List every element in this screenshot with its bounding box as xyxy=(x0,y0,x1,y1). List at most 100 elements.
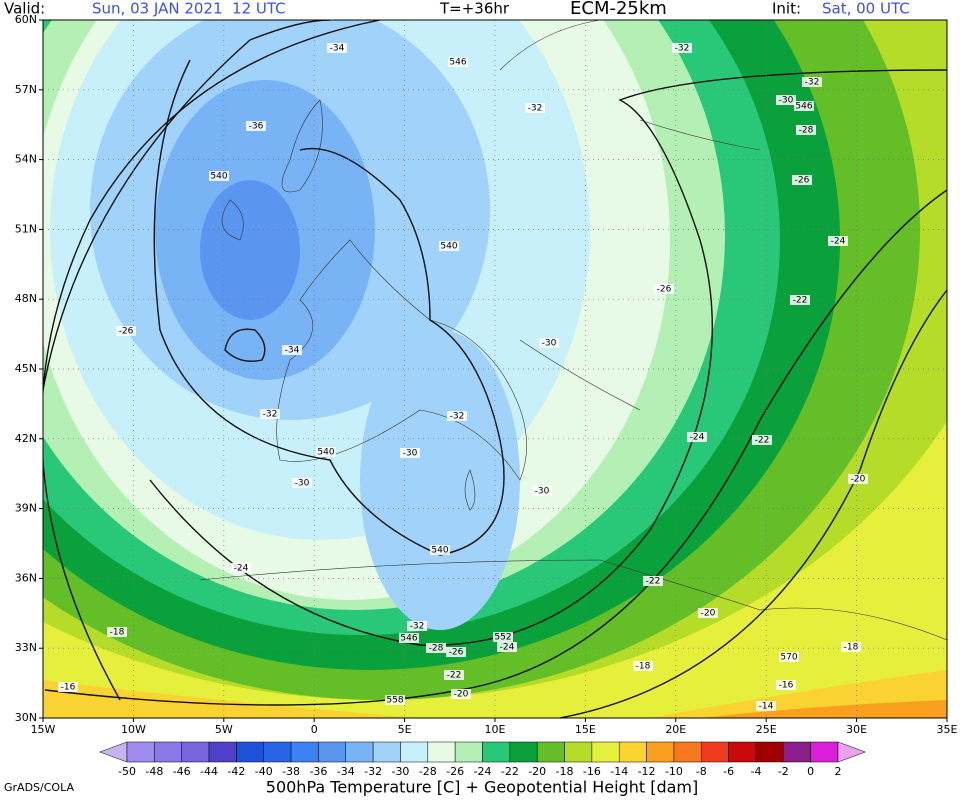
lat-label: 42N xyxy=(15,432,37,445)
contour-label-box xyxy=(430,545,450,555)
colorbar-label: -16 xyxy=(583,765,601,778)
contour-label: -26 xyxy=(449,648,464,658)
contour-label: -26 xyxy=(657,285,672,295)
colorbar-label: -46 xyxy=(173,765,191,778)
contour-label-box xyxy=(58,682,78,692)
colorbar-box xyxy=(536,741,565,763)
colorbar-box xyxy=(208,741,237,763)
contour-label-box xyxy=(497,642,517,652)
contour-label: -34 xyxy=(285,346,300,356)
colorbar-label: -50 xyxy=(118,765,136,778)
lon-label: 0 xyxy=(311,723,318,736)
colorbar-box xyxy=(810,741,839,763)
init-time: Sat, 00 UTC xyxy=(822,0,910,18)
lat-label: 48N xyxy=(15,292,37,305)
colorbar-box xyxy=(154,741,182,763)
contour-label-box xyxy=(790,295,810,305)
colorbar-label: -26 xyxy=(446,765,464,778)
contour-label: 570 xyxy=(780,653,797,663)
contour-label-box xyxy=(672,43,692,53)
colorbar-box xyxy=(728,741,757,763)
contour-label-box xyxy=(399,633,419,643)
colorbar-box xyxy=(755,741,784,763)
contour-label: -20 xyxy=(851,475,866,485)
colorbar-label: -28 xyxy=(419,765,437,778)
colorbar-box xyxy=(454,741,483,763)
contour-label-box xyxy=(407,621,427,631)
lat-label: 54N xyxy=(15,153,37,166)
colorbar-arrow xyxy=(837,741,867,763)
model-name: ECM-25km xyxy=(570,0,667,19)
colorbar-label: -32 xyxy=(364,765,382,778)
contour-label-box xyxy=(447,411,467,421)
contour-label-box xyxy=(400,448,420,458)
contour-label: -30 xyxy=(295,479,310,489)
contour-label-box xyxy=(752,435,772,445)
lon-label: 20E xyxy=(665,723,686,736)
contour-label: -20 xyxy=(454,690,469,700)
colorbar-label: -10 xyxy=(665,765,683,778)
lat-label: 30N xyxy=(15,711,37,724)
lat-label: 33N xyxy=(15,641,37,654)
lon-label: 25E xyxy=(756,723,777,736)
contour-label-box xyxy=(532,486,552,496)
lon-label: 30E xyxy=(846,723,867,736)
contour-label-box xyxy=(698,608,718,618)
contour-label: -30 xyxy=(535,487,550,497)
contour-label-box xyxy=(439,241,459,251)
contour-label-box xyxy=(525,103,545,113)
contour-label: -18 xyxy=(844,643,859,653)
contour-label: -32 xyxy=(410,622,425,632)
colorbar-box xyxy=(673,741,702,763)
contour-label-box xyxy=(426,643,446,653)
contour-label: -32 xyxy=(528,104,543,114)
temperature-field xyxy=(43,20,947,718)
contour-label: -32 xyxy=(450,412,465,422)
contour-label: -16 xyxy=(61,683,76,693)
colorbar-label: -48 xyxy=(145,765,163,778)
colorbar-box xyxy=(290,741,319,763)
lat-label: 45N xyxy=(15,362,37,375)
lon-label: 10E xyxy=(485,723,506,736)
contour-label: 552 xyxy=(494,633,511,643)
colorbar-label: -40 xyxy=(255,765,273,778)
contour-label-box xyxy=(209,171,229,181)
contour-label-box xyxy=(687,432,707,442)
contour-label: 540 xyxy=(210,172,227,182)
contour-label-box xyxy=(756,701,776,711)
contour-label: -22 xyxy=(755,436,770,446)
contour-label: -30 xyxy=(403,449,418,459)
lon-label: 5E xyxy=(398,723,412,736)
colorbar-label: -30 xyxy=(391,765,409,778)
colorbar-label: -8 xyxy=(696,765,707,778)
contour-label: -30 xyxy=(779,96,794,106)
contour-label: 540 xyxy=(317,448,334,458)
contour-label-box xyxy=(779,652,799,662)
colorbar-box xyxy=(427,741,456,763)
contour-label: -26 xyxy=(119,327,134,337)
colorbar-box xyxy=(318,741,347,763)
colorbar-box xyxy=(236,741,264,763)
contour-label: -32 xyxy=(263,410,278,420)
contour-label-box xyxy=(539,338,559,348)
colorbar-label: -42 xyxy=(227,765,245,778)
contour-label: 540 xyxy=(431,546,448,556)
contour-label: -24 xyxy=(831,237,846,247)
init-label: Init: xyxy=(772,0,801,18)
colorbar-label: -6 xyxy=(723,765,734,778)
contour-label: -30 xyxy=(542,339,557,349)
colorbar-box xyxy=(400,741,429,763)
contour-label-box xyxy=(841,642,861,652)
contour-label: -28 xyxy=(799,126,814,136)
contour-label: 546 xyxy=(400,634,417,644)
contour-label: 546 xyxy=(795,102,812,112)
contour-label-box xyxy=(451,689,471,699)
contour-label-box xyxy=(282,345,302,355)
contour-label: -32 xyxy=(675,44,690,54)
colorbar-label: -4 xyxy=(750,765,761,778)
contour-label-box xyxy=(796,125,816,135)
contour-label-box xyxy=(327,43,347,53)
colorbar-label: -44 xyxy=(200,765,218,778)
contour-label-box xyxy=(444,670,464,680)
